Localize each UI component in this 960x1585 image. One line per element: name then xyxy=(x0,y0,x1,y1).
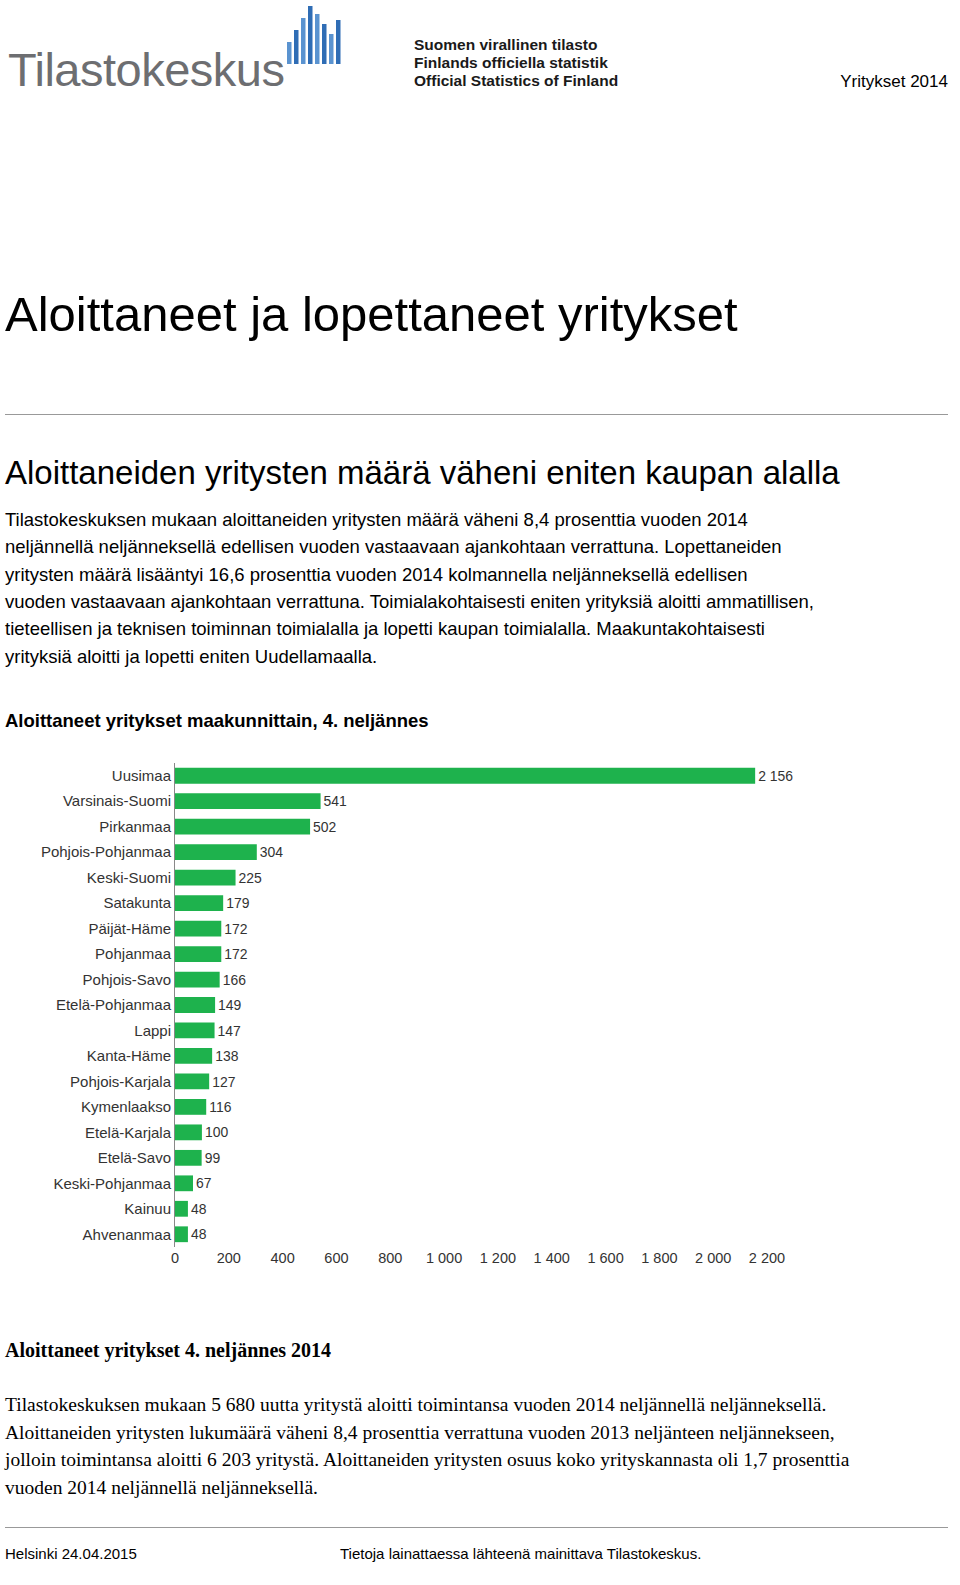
html-text:tieteellisen ja teknisen toimi: tieteellisen ja teknisen toiminnan toimi… xyxy=(5,618,765,640)
svg-text:99: 99 xyxy=(205,1150,221,1166)
svg-text:600: 600 xyxy=(324,1250,348,1266)
svg-text:200: 200 xyxy=(217,1250,241,1266)
svg-text:304: 304 xyxy=(260,844,283,860)
svg-text:100: 100 xyxy=(205,1124,229,1140)
svg-text:Kymenlaakso: Kymenlaakso xyxy=(81,1098,171,1115)
html-text:Helsinki 24.04.2015: Helsinki 24.04.2015 xyxy=(5,1545,137,1562)
svg-text:Satakunta: Satakunta xyxy=(103,894,171,911)
svg-text:172: 172 xyxy=(224,921,248,937)
svg-text:Päijät-Häme: Päijät-Häme xyxy=(88,920,171,937)
svg-text:Ahvenanmaa: Ahvenanmaa xyxy=(83,1226,172,1243)
svg-text:Lappi: Lappi xyxy=(134,1022,171,1039)
html-text:Tilastokeskuksen mukaan 5 680: Tilastokeskuksen mukaan 5 680 uutta yrit… xyxy=(5,1394,827,1415)
svg-text:Keski-Suomi: Keski-Suomi xyxy=(87,869,171,886)
svg-text:179: 179 xyxy=(226,895,249,911)
svg-text:147: 147 xyxy=(218,1023,241,1039)
svg-text:2 200: 2 200 xyxy=(749,1250,785,1266)
html-text:yrityksiä aloitti ja lopetti e: yrityksiä aloitti ja lopetti eniten Uude… xyxy=(5,645,378,667)
html-text:Yritykset 2014: Yritykset 2014 xyxy=(840,72,948,91)
svg-text:1 800: 1 800 xyxy=(641,1250,677,1266)
html-text:Tietoja lainattaessa lähteenä: Tietoja lainattaessa lähteenä mainittava… xyxy=(340,1545,702,1562)
svg-text:Keski-Pohjanmaa: Keski-Pohjanmaa xyxy=(53,1175,171,1192)
svg-text:Kainuu: Kainuu xyxy=(124,1200,171,1217)
html-text:yritysten määrä lisääntyi 16,6: yritysten määrä lisääntyi 16,6 prosentti… xyxy=(5,563,748,585)
svg-text:116: 116 xyxy=(209,1099,231,1115)
html-text:Aloittaneiden yritysten lukumä: Aloittaneiden yritysten lukumäärä väheni… xyxy=(5,1421,835,1443)
html-text:Aloittaneet yritykset 4. neljä: Aloittaneet yritykset 4. neljännes 2014 xyxy=(5,1339,332,1361)
svg-text:48: 48 xyxy=(191,1226,207,1242)
svg-text:138: 138 xyxy=(215,1048,238,1064)
html-text:Aloittaneiden yritysten määrä: Aloittaneiden yritysten määrä väheni eni… xyxy=(5,454,840,491)
svg-text:400: 400 xyxy=(271,1250,295,1266)
html-text:Aloittaneet ja lopettaneet yri: Aloittaneet ja lopettaneet yritykset xyxy=(5,287,738,341)
svg-text:Pohjois-Karjala: Pohjois-Karjala xyxy=(70,1073,172,1090)
html-text:vuoden vastaavaan ajankohtaan: vuoden vastaavaan ajankohtaan verrattuna… xyxy=(5,590,814,612)
svg-text:166: 166 xyxy=(223,972,246,988)
svg-text:1 600: 1 600 xyxy=(587,1250,623,1266)
html-text:Tilastokeskus: Tilastokeskus xyxy=(8,43,285,96)
svg-text:Pohjois-Pohjanmaa: Pohjois-Pohjanmaa xyxy=(41,843,172,860)
svg-text:Varsinais-Suomi: Varsinais-Suomi xyxy=(63,792,171,809)
svg-text:800: 800 xyxy=(378,1250,402,1266)
html-text:neljännellä neljänneksellä ede: neljännellä neljänneksellä edellisen vuo… xyxy=(5,536,782,558)
html-text:jolloin toimintansa aloitti 6: jolloin toimintansa aloitti 6 203 yritys… xyxy=(5,1449,850,1470)
svg-text:1 000: 1 000 xyxy=(426,1250,462,1266)
svg-text:127: 127 xyxy=(212,1074,236,1090)
svg-text:48: 48 xyxy=(191,1201,207,1217)
html-text:Finlands officiella statistik: Finlands officiella statistik xyxy=(414,54,608,71)
svg-text:Kanta-Häme: Kanta-Häme xyxy=(87,1047,171,1064)
svg-text:Etelä-Pohjanmaa: Etelä-Pohjanmaa xyxy=(56,996,172,1013)
svg-text:1 400: 1 400 xyxy=(534,1250,570,1266)
html-text:vuoden 2014 neljännellä neljän: vuoden 2014 neljännellä neljänneksellä. xyxy=(5,1476,318,1498)
svg-text:225: 225 xyxy=(239,870,263,886)
svg-text:541: 541 xyxy=(324,793,348,809)
svg-text:149: 149 xyxy=(218,997,242,1013)
svg-text:1 200: 1 200 xyxy=(480,1250,516,1266)
svg-text:502: 502 xyxy=(313,819,336,835)
html-text:Aloittaneet yritykset maakunni: Aloittaneet yritykset maakunnittain, 4. … xyxy=(5,710,429,731)
html-text:Suomen virallinen tilasto: Suomen virallinen tilasto xyxy=(414,36,598,53)
svg-text:2 000: 2 000 xyxy=(695,1250,731,1266)
svg-text:Etelä-Karjala: Etelä-Karjala xyxy=(85,1124,172,1141)
svg-text:0: 0 xyxy=(171,1250,179,1266)
svg-text:Uusimaa: Uusimaa xyxy=(112,767,172,784)
svg-text:67: 67 xyxy=(196,1175,212,1191)
svg-text:172: 172 xyxy=(224,946,247,962)
svg-text:Pohjois-Savo: Pohjois-Savo xyxy=(83,971,171,988)
html-text:Official Statistics of Finland: Official Statistics of Finland xyxy=(414,72,619,89)
html-text:Tilastokeskuksen mukaan aloitt: Tilastokeskuksen mukaan aloittaneiden yr… xyxy=(5,509,748,530)
svg-text:Pirkanmaa: Pirkanmaa xyxy=(99,818,171,835)
svg-text:2 156: 2 156 xyxy=(758,768,793,784)
svg-text:Pohjanmaa: Pohjanmaa xyxy=(95,945,172,962)
svg-text:Etelä-Savo: Etelä-Savo xyxy=(98,1149,171,1166)
